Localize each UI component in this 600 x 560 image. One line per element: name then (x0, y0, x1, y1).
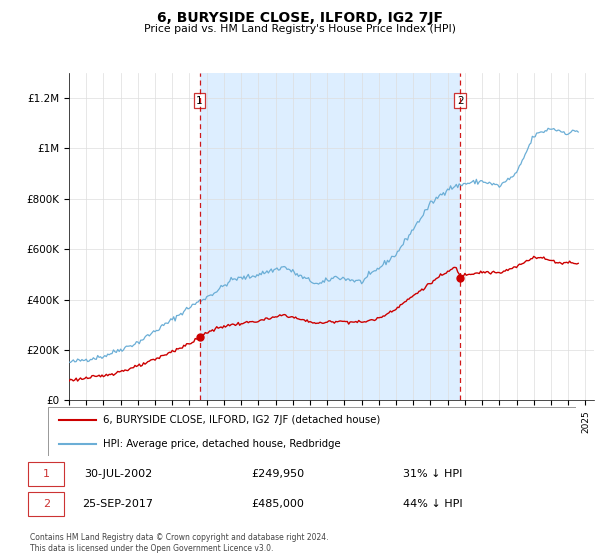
Text: 6, BURYSIDE CLOSE, ILFORD, IG2 7JF (detached house): 6, BURYSIDE CLOSE, ILFORD, IG2 7JF (deta… (103, 415, 381, 425)
Text: 2: 2 (457, 96, 464, 106)
Bar (28, 463, 64, 486)
Text: £485,000: £485,000 (251, 500, 304, 510)
Text: 1: 1 (43, 469, 50, 479)
Text: £249,950: £249,950 (251, 469, 304, 479)
Bar (200, 73, 460, 400)
Text: 6, BURYSIDE CLOSE, ILFORD, IG2 7JF: 6, BURYSIDE CLOSE, ILFORD, IG2 7JF (157, 11, 443, 25)
Text: 30-JUL-2002: 30-JUL-2002 (84, 469, 152, 479)
Text: 31% ↓ HPI: 31% ↓ HPI (403, 469, 462, 479)
Text: HPI: Average price, detached house, Redbridge: HPI: Average price, detached house, Redb… (103, 438, 341, 449)
Text: 2: 2 (43, 500, 50, 510)
Bar (28, 492, 64, 516)
Text: 1: 1 (196, 96, 203, 106)
Text: 25-SEP-2017: 25-SEP-2017 (82, 500, 154, 510)
Text: Price paid vs. HM Land Registry's House Price Index (HPI): Price paid vs. HM Land Registry's House … (144, 24, 456, 34)
Text: 44% ↓ HPI: 44% ↓ HPI (403, 500, 462, 510)
Text: Contains HM Land Registry data © Crown copyright and database right 2024.
This d: Contains HM Land Registry data © Crown c… (30, 533, 329, 553)
